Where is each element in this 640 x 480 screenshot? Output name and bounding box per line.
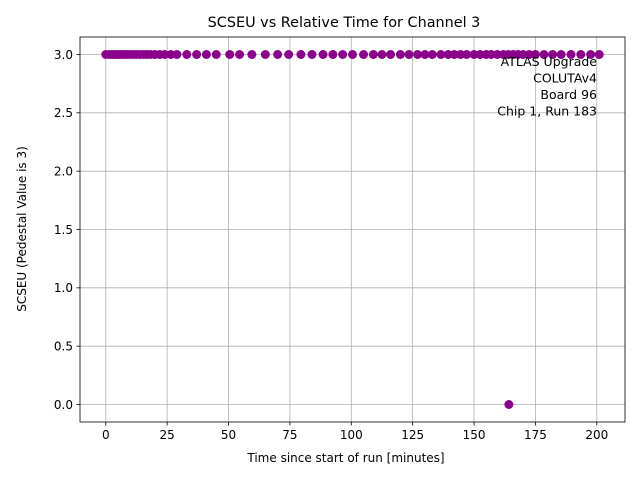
data-point [395,50,405,59]
grid [80,37,625,422]
data-point [307,50,317,59]
y-tick-label: 3.0 [54,48,73,62]
data-point [260,50,270,59]
data-point [192,50,202,59]
data-point [172,50,182,59]
data-point [504,400,514,409]
data-point [576,50,586,59]
data-point [182,50,192,59]
data-point [247,50,257,59]
data-point [348,50,357,59]
data-point [462,50,472,59]
data-point [548,50,558,59]
annotation-line: ATLAS Upgrade [501,54,598,69]
data-point [338,50,348,59]
data-point [235,50,245,59]
y-axis-ticks: 0.0 0.5 1.0 1.5 2.0 2.5 3.0 [54,48,80,412]
data-point [211,50,221,59]
y-tick-label: 0.0 [54,398,73,412]
y-tick-label: 0.5 [54,339,73,353]
x-tick-label: 100 [340,428,363,442]
data-point [296,50,306,59]
chart-title: SCSEU vs Relative Time for Channel 3 [208,15,481,31]
data-point [420,50,430,59]
data-point [273,50,283,59]
x-tick-label: 175 [524,428,547,442]
data-point [328,50,338,59]
data-point [586,50,596,59]
data-point [377,50,387,59]
annotation-line: Board 96 [540,87,597,102]
annotation-line: Chip 1, Run 183 [497,104,597,119]
x-tick-label: 150 [463,428,486,442]
data-point [413,50,423,59]
annotation-line: COLUTAv4 [533,71,597,86]
data-points [101,50,604,409]
x-tick-label: 200 [585,428,608,442]
data-point [436,50,446,59]
data-point [201,50,211,59]
y-tick-label: 1.5 [54,223,73,237]
y-tick-label: 2.5 [54,106,73,120]
data-point [284,50,294,59]
x-tick-label: 125 [401,428,424,442]
data-point [427,50,437,59]
x-tick-label: 50 [221,428,236,442]
data-point [318,50,328,59]
data-point [539,50,549,59]
data-point [566,50,576,59]
x-axis-label: Time since start of run [minutes] [246,451,444,465]
data-point [530,50,540,59]
data-point [404,50,414,59]
y-axis-label: SCSEU (Pedestal Value is 3) [15,146,29,312]
x-tick-label: 75 [282,428,297,442]
data-point [556,50,566,59]
x-tick-label: 0 [102,428,110,442]
y-tick-label: 2.0 [54,164,73,178]
data-point [386,50,396,59]
y-tick-label: 1.0 [54,281,73,295]
x-axis-ticks: 0 25 50 75 100 125 150 175 200 [102,422,608,442]
data-point [368,50,378,59]
x-tick-label: 25 [160,428,175,442]
data-point [225,50,235,59]
data-point [359,50,369,59]
data-point [594,50,604,59]
